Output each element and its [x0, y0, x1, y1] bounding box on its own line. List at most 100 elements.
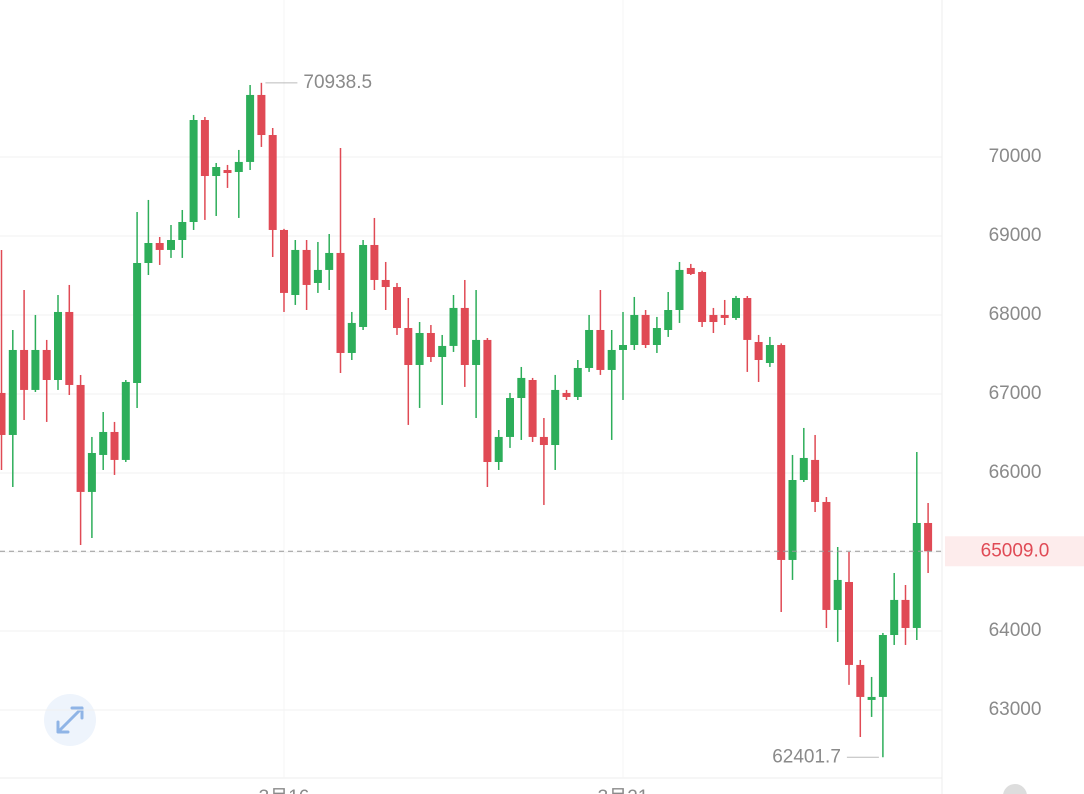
candle-body: [155, 243, 164, 250]
candle-body: [686, 267, 695, 274]
candle-body: [573, 367, 582, 397]
candle-body: [438, 345, 447, 358]
expand-icon: [56, 706, 84, 734]
candle-body: [460, 307, 469, 365]
candle-body: [754, 341, 763, 361]
y-tick-label: 66000: [989, 462, 1042, 483]
candle-body: [65, 311, 74, 385]
candle-body: [359, 244, 368, 327]
candle-body: [42, 349, 51, 380]
candle-body: [822, 501, 831, 610]
candle-body: [845, 581, 853, 665]
candle-body: [732, 297, 740, 318]
candle-body: [223, 170, 232, 174]
candle-body: [517, 377, 526, 399]
candle-body: [539, 436, 548, 446]
candle-body: [562, 392, 571, 397]
candle-body: [87, 452, 96, 492]
candle-body: [325, 252, 334, 270]
candle-body: [393, 287, 401, 329]
candle-body: [144, 243, 153, 263]
candle-body: [585, 329, 594, 368]
candle-body: [777, 344, 786, 560]
candle-body: [483, 339, 492, 462]
candle-body: [110, 431, 119, 460]
max-label: 70938.5: [303, 72, 372, 93]
candle-body: [551, 389, 560, 446]
min-label: 62401.7: [772, 746, 841, 767]
candle-body: [675, 269, 684, 310]
candle-body: [472, 339, 481, 365]
candle-body: [313, 269, 322, 283]
candle-body: [506, 398, 514, 437]
candle-body: [720, 314, 729, 318]
candle-body: [0, 392, 6, 435]
y-tick-label: 70000: [989, 146, 1042, 167]
candle-body: [596, 329, 605, 370]
candle-body: [788, 480, 797, 560]
candle-body: [246, 94, 255, 162]
candle-body: [799, 457, 808, 481]
y-tick-label: 64000: [989, 620, 1042, 641]
y-tick-label: 68000: [989, 304, 1042, 325]
candle-body: [133, 262, 142, 383]
candle-body: [31, 349, 40, 390]
candle-body: [856, 664, 865, 697]
candle-body: [200, 120, 209, 177]
candle-body: [901, 599, 910, 628]
candle-body: [426, 332, 435, 358]
candle-body: [54, 311, 62, 380]
expand-button[interactable]: [44, 694, 96, 746]
candle-body: [494, 436, 503, 462]
candle-body: [652, 328, 661, 345]
candle-body: [212, 167, 221, 177]
y-tick-label: 69000: [989, 225, 1042, 246]
candle-body: [709, 314, 718, 323]
candle-body: [178, 221, 187, 241]
candle-body: [347, 322, 356, 353]
candle-body: [291, 249, 300, 295]
y-tick-label: 63000: [989, 699, 1042, 720]
x-tick-label: 3月21: [598, 787, 649, 794]
candle-body: [76, 384, 85, 492]
candle-body: [370, 244, 379, 280]
candle-body: [619, 344, 627, 350]
candle-body: [8, 349, 17, 435]
candle-body: [912, 522, 921, 628]
candle-body: [765, 344, 774, 364]
candle-body: [641, 314, 650, 345]
candle-body: [381, 279, 390, 288]
candle-body: [867, 696, 876, 700]
candle-body: [268, 135, 277, 230]
candle-body: [698, 271, 707, 323]
y-tick-label: 67000: [989, 383, 1042, 404]
candle-body: [743, 297, 752, 340]
candle-body: [833, 579, 842, 610]
candle-body: [449, 307, 458, 346]
candle-body: [811, 459, 820, 502]
candle-body: [280, 229, 288, 293]
candle-body: [234, 161, 243, 172]
candle-body: [336, 252, 345, 353]
candle-body: [630, 314, 639, 345]
last-price-label: 65009.0: [981, 540, 1050, 561]
last-price-badge: [945, 536, 1084, 567]
candle-body: [167, 240, 175, 250]
candle-body: [20, 349, 29, 390]
settings-dot[interactable]: [1003, 784, 1027, 794]
candle-body: [302, 249, 311, 285]
candle-body: [890, 599, 899, 636]
x-tick-label: 3月16: [259, 787, 310, 794]
candle-body: [607, 349, 616, 370]
candle-body: [404, 328, 413, 365]
candle-body: [664, 309, 673, 330]
candle-body: [257, 94, 266, 136]
candle-body: [528, 379, 537, 437]
candle-body: [189, 120, 198, 222]
candle-body: [121, 381, 130, 460]
candle-body: [99, 431, 108, 455]
candle-body: [415, 332, 424, 365]
candle-body: [878, 635, 887, 697]
candle-body: [924, 522, 933, 552]
